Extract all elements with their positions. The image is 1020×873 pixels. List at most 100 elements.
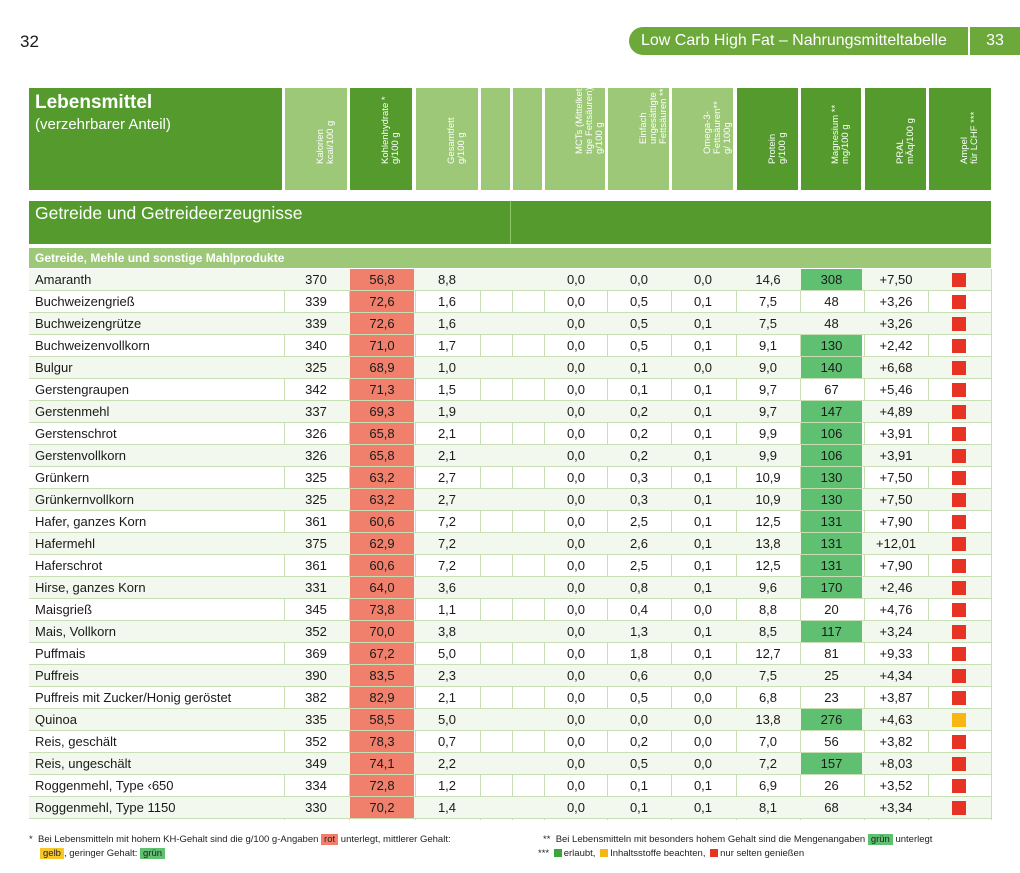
cell-fett: 1,7 (437, 338, 457, 353)
cell-pral: +7,50 (879, 492, 913, 507)
cell-mct: 0,0 (566, 536, 586, 551)
cell-o3: 0,1 (693, 624, 713, 639)
column-header-11: PRAL mÄq/100 g (865, 88, 926, 190)
cell-fett: 0,7 (437, 734, 457, 749)
ampel-indicator (952, 405, 966, 419)
cell-fett: 7,2 (437, 536, 457, 551)
cell-pral: +6,68 (879, 360, 913, 375)
cell-protein: 7,0 (758, 734, 778, 749)
cell-ef: 2,5 (629, 514, 649, 529)
cell-kh: 72,8 (350, 775, 414, 796)
cell-pral: +4,34 (879, 668, 913, 683)
cell-o3: 0,1 (693, 294, 713, 309)
cell-mg: 25 (824, 668, 839, 683)
cell-pral: +4,76 (879, 602, 913, 617)
cell-protein: 7,2 (758, 756, 778, 771)
column-header-1: Kalorien kcal/100 g (285, 88, 347, 190)
cell-mct: 0,0 (566, 492, 586, 507)
table-row: Reis, geschält 352 78,3 0,7 0,0 0,2 0,0 7,0 56 +3… (29, 731, 991, 753)
cell-fett: 1,1 (437, 602, 457, 617)
cell-ef: 0,3 (629, 492, 649, 507)
column-header-7: Einfach ungesättigte Fettsäuren ** g/100… (608, 88, 679, 190)
cell-kcal: 325 (305, 492, 327, 507)
cell-pral: +3,52 (879, 778, 913, 793)
cell-mg: 276 (801, 709, 862, 730)
cell-protein: 8,8 (758, 602, 778, 617)
cell-fett: 2,3 (437, 668, 457, 683)
cell-mg: 48 (824, 316, 839, 331)
column-header-label: MCTs (Mittelket- tige Fettsäuren) ** g/1… (574, 77, 605, 154)
table-row: Gerstenmehl 337 69,3 1,9 0,0 0,2 0,1 9,7 147 +4,8… (29, 401, 991, 423)
cell-name: Amaranth (35, 272, 92, 287)
cell-kcal: 340 (305, 338, 327, 353)
cell-mg: 68 (824, 800, 839, 815)
column-header-9: Protein g/100 g (737, 88, 798, 190)
cell-ef: 0,1 (629, 800, 649, 815)
table-row: Roggenmehl, Type 1150 330 70,2 1,4 0,0 0,1 0,1… (29, 797, 991, 819)
cell-fett: 7,2 (437, 514, 457, 529)
cell-fett: 3,6 (437, 580, 457, 595)
cell-kh: 72,6 (350, 313, 414, 334)
cell-fett: 2,1 (437, 426, 457, 441)
cell-o3: 0,1 (693, 448, 713, 463)
cell-name: Reis, geschält (35, 734, 117, 749)
column-header-label: Protein g/100 g (766, 132, 788, 164)
cell-mg: 131 (801, 533, 862, 554)
cell-fett: 1,6 (437, 316, 457, 331)
cell-kcal: 325 (305, 360, 327, 375)
cell-ef: 0,5 (629, 690, 649, 705)
cell-pral: +8,03 (879, 756, 913, 771)
page-number-right: 33 (986, 32, 1004, 49)
table-row: Puffmais 369 67,2 5,0 0,0 1,8 0,1 12,7 81 +9,33 (29, 643, 991, 665)
cell-mg: 106 (801, 423, 862, 444)
cell-o3: 0,1 (693, 800, 713, 815)
ampel-indicator (952, 779, 966, 793)
cell-ef: 0,3 (629, 470, 649, 485)
cell-protein: 9,0 (758, 360, 778, 375)
subsection-header: Getreide, Mehle und sonstige Mahlprodukt… (29, 248, 991, 268)
footnote-legend: *** erlaubt, Inhaltsstoffe beachten, nur… (538, 847, 804, 861)
section-title: Getreide und Getreideerzeugnisse (35, 203, 303, 223)
cell-fett: 2,2 (437, 756, 457, 771)
ampel-indicator (952, 339, 966, 353)
cell-mct: 0,0 (566, 448, 586, 463)
cell-kh: 70,2 (350, 797, 414, 818)
footnote-left-line2: gelb, geringer Gehalt: grün (40, 847, 166, 861)
cell-kh: 60,6 (350, 555, 414, 576)
cell-ef: 0,5 (629, 316, 649, 331)
cell-mct: 0,0 (566, 316, 586, 331)
section-divider (510, 201, 511, 244)
cell-mct: 0,0 (566, 734, 586, 749)
cell-mct: 0,0 (566, 294, 586, 309)
cell-kcal: 352 (305, 734, 327, 749)
cell-ef: 0,1 (629, 360, 649, 375)
cell-o3: 0,1 (693, 514, 713, 529)
cell-ef: 0,5 (629, 756, 649, 771)
cell-kcal: 330 (305, 800, 327, 815)
table-row: Gerstenschrot 326 65,8 2,1 0,0 0,2 0,1 9,9 106 +3… (29, 423, 991, 445)
cell-kh: 65,8 (350, 423, 414, 444)
column-header-5 (513, 88, 542, 190)
table-row: Gerstenvollkorn 326 65,8 2,1 0,0 0,2 0,1 9,9 106… (29, 445, 991, 467)
tag-green: grün (140, 848, 166, 859)
ampel-indicator (952, 383, 966, 397)
cell-o3: 0,1 (693, 426, 713, 441)
cell-kh: 71,0 (350, 335, 414, 356)
cell-pral: +7,90 (879, 558, 913, 573)
legend-green-text: erlaubt, (563, 848, 596, 859)
cell-kcal: 325 (305, 470, 327, 485)
legend-red-text: nur selten genießen (720, 848, 805, 859)
cell-kcal: 361 (305, 558, 327, 573)
cell-mct: 0,0 (566, 580, 586, 595)
cell-kh: 71,3 (350, 379, 414, 400)
cell-mct: 0,0 (566, 360, 586, 375)
ampel-indicator (952, 757, 966, 771)
gridline (991, 269, 992, 820)
cell-mct: 0,0 (566, 646, 586, 661)
cell-name: Gerstenvollkorn (35, 448, 127, 463)
cell-fett: 2,7 (437, 470, 457, 485)
cell-ef: 0,2 (629, 426, 649, 441)
table-row: Puffreis 390 83,5 2,3 0,0 0,6 0,0 7,5 25 +4,34 (29, 665, 991, 687)
table-row: Amaranth 370 56,8 8,8 0,0 0,0 0,0 14,6 308 +7,50 (29, 269, 991, 291)
cell-mg: 67 (824, 382, 839, 397)
